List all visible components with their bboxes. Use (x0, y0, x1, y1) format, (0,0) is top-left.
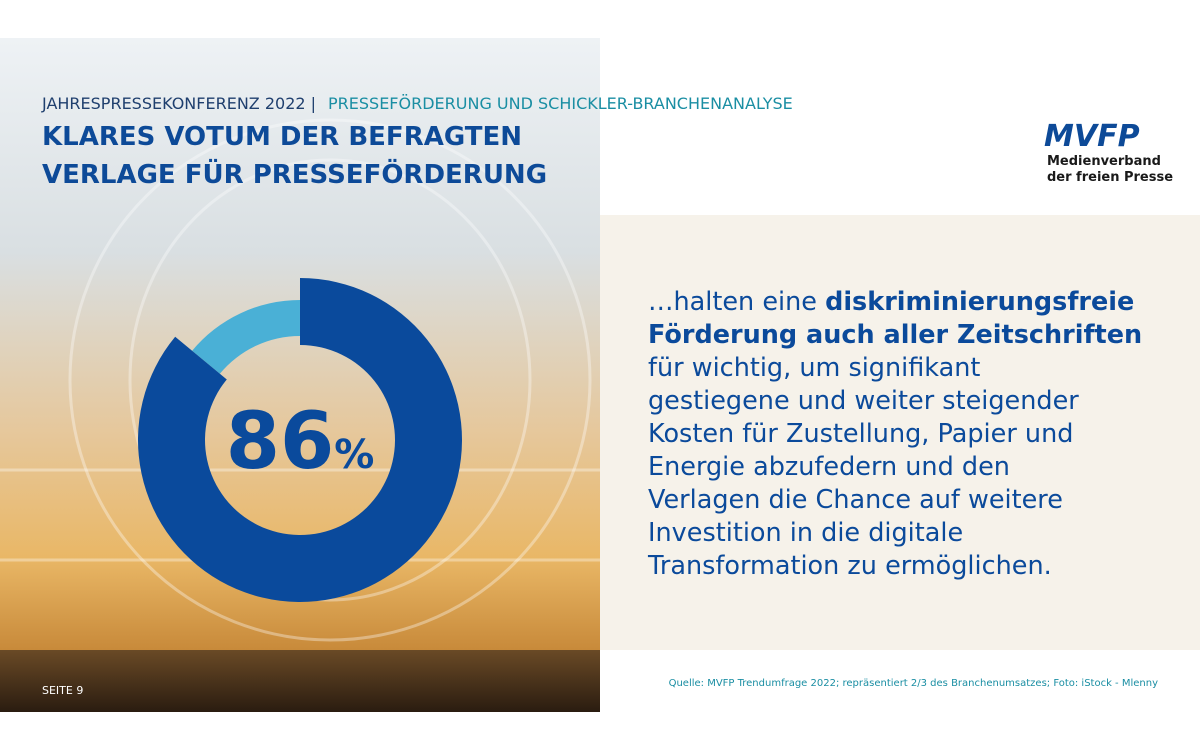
logo-text: der freien Presse (1047, 170, 1173, 185)
statement-line: für wichtig, um signifikant (648, 352, 1188, 385)
donut-unit: % (334, 432, 374, 478)
statement-text: Transformation zu ermöglichen. (648, 551, 1052, 581)
title-line: KLARES VOTUM DER BEFRAGTEN (42, 122, 522, 152)
page-number: SEITE 9 (42, 684, 83, 697)
source: Quelle: MVFP Trendumfrage 2022; repräsen… (669, 678, 1159, 689)
text-panel (600, 215, 1200, 650)
donut-value: 86 (226, 397, 335, 487)
logo-text: Medienverband (1047, 154, 1161, 169)
kicker: JAHRESPRESSEKONFERENZ 2022 | (41, 94, 316, 113)
statement-line: Kosten für Zustellung, Papier und (648, 418, 1188, 451)
statement-line: Förderung auch aller Zeitschriften (648, 319, 1188, 352)
statement-text: Energie abzufedern und den (648, 452, 1010, 482)
statement-line: gestiegene und weiter steigender (648, 385, 1188, 418)
kicker-topic: PRESSEFÖRDERUNG UND SCHICKLER-BRANCHENAN… (328, 94, 793, 113)
statement-line: Verlagen die Chance auf weitere (648, 484, 1188, 517)
donut-rest (192, 300, 300, 374)
statement-text: …halten eine (648, 287, 826, 317)
statement-text: Kosten für Zustellung, Papier und (648, 419, 1074, 449)
donut-label: 86% (226, 397, 375, 487)
statement-text: für wichtig, um signifikant (648, 353, 981, 383)
statement-emphasis: diskriminierungsfreie (825, 287, 1135, 317)
statement-text: Investition in die digitale (648, 518, 964, 548)
statement-text: gestiegene und weiter steigender (648, 386, 1079, 416)
statement-line: Energie abzufedern und den (648, 451, 1188, 484)
statement-line: Investition in die digitale (648, 517, 1188, 550)
donut-chart: 86% (137, 278, 462, 602)
photo-bottom-band (0, 650, 600, 712)
statement-emphasis: Förderung auch aller Zeitschriften (648, 320, 1143, 350)
statement-text: Verlagen die Chance auf weitere (648, 485, 1063, 515)
donut-segment (137, 278, 462, 602)
statement: …halten eine diskriminierungsfreie Förder… (648, 286, 1188, 583)
logo-mark: MVFP (1044, 119, 1140, 154)
statement-line: Transformation zu ermöglichen. (648, 550, 1188, 583)
title-line: VERLAGE FÜR PRESSEFÖRDERUNG (42, 157, 547, 190)
statement-line: …halten eine diskriminierungsfreie (648, 286, 1188, 319)
dome-lines (0, 118, 600, 642)
